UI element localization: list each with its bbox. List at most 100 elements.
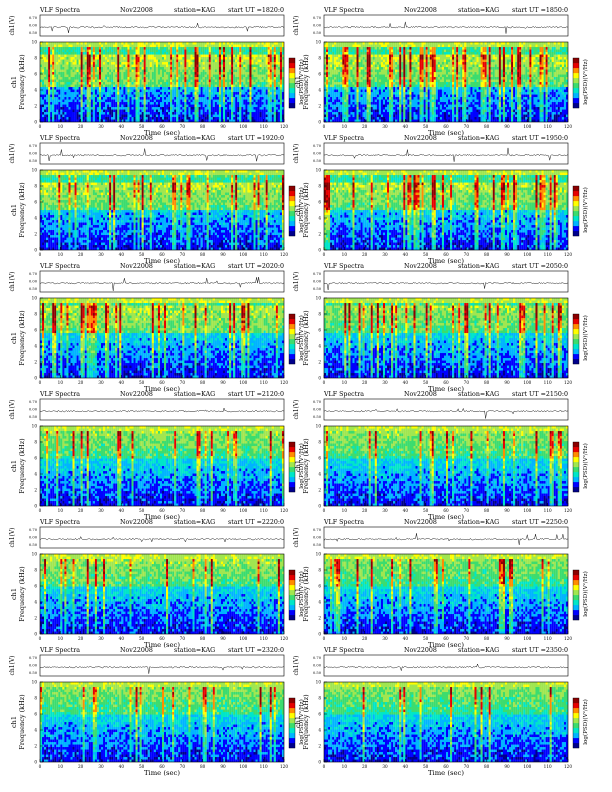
spectrogram-cell: [254, 112, 256, 115]
spectrogram-cell: [77, 120, 79, 123]
spectrogram-cell: [89, 105, 91, 108]
spectrogram-cell: [97, 115, 99, 118]
spectrogram-cell: [193, 92, 195, 95]
spectrogram-cell: [146, 105, 148, 108]
spectrogram-cell: [46, 102, 48, 105]
spectrogram-cell: [87, 72, 89, 75]
spectrogram-cell: [87, 92, 89, 95]
spectrogram-cell: [95, 115, 97, 118]
spectrogram-cell: [56, 85, 58, 88]
spectrogram-cell: [237, 95, 239, 98]
spectrogram-cell: [101, 107, 103, 110]
spectrogram-cell: [101, 72, 103, 75]
spectrogram-cell: [249, 97, 251, 100]
spectrogram-cell: [119, 105, 121, 108]
spectrogram-cell: [251, 95, 253, 98]
spectrogram-cell: [109, 95, 111, 98]
spectrogram-cell: [148, 72, 150, 75]
spectrogram-cell: [247, 110, 249, 113]
spectrogram-cell: [270, 87, 272, 90]
spectrogram-cell: [205, 120, 207, 123]
spectrogram-cell: [138, 95, 140, 98]
spectrogram-cell: [176, 70, 178, 73]
spectrogram-cell: [93, 100, 95, 103]
spectrogram-cell: [152, 97, 154, 100]
spectrogram-cell: [233, 80, 235, 83]
spectrogram-cell: [58, 90, 60, 93]
spectrogram-cell: [235, 72, 237, 75]
spectrogram-cell: [237, 112, 239, 115]
spectrogram-cell: [156, 70, 158, 73]
spectrogram-cell: [276, 72, 278, 75]
spectrogram-cell: [217, 77, 219, 80]
spectrogram-cell: [162, 102, 164, 105]
spectrogram-cell: [117, 117, 119, 120]
spectrogram-cell: [97, 67, 99, 70]
spectrogram-cell: [160, 115, 162, 118]
spectrogram-cell: [199, 90, 201, 93]
spectrogram-cell: [223, 100, 225, 103]
spectrogram-cell: [68, 92, 70, 95]
spectrogram-cell: [276, 112, 278, 115]
spectrogram-cell: [129, 112, 131, 115]
spectrogram-cell: [140, 117, 142, 120]
spectrogram-cell: [274, 77, 276, 80]
spectrogram-cell: [81, 67, 83, 70]
spectrogram-cell: [280, 105, 282, 108]
spectrogram-cell: [52, 90, 54, 93]
spectrogram-cell: [268, 120, 270, 123]
spectrogram-cell: [142, 110, 144, 113]
spectrogram-cell: [134, 72, 136, 75]
spectrogram-cell: [223, 102, 225, 105]
spectrogram-cell: [83, 112, 85, 115]
spectrogram-cell: [58, 70, 60, 73]
spectrogram-cell: [256, 112, 258, 115]
spectrogram-cell: [229, 85, 231, 88]
spectrogram-cell: [99, 90, 101, 93]
spectrogram-cell: [99, 77, 101, 80]
spectrogram-cell: [64, 80, 66, 83]
spectrogram-cell: [262, 77, 264, 80]
spectrogram-cell: [119, 75, 121, 78]
spectrogram-cell: [105, 100, 107, 103]
spectrogram-cell: [93, 75, 95, 78]
spectrogram-cell: [213, 75, 215, 78]
spectrogram-cell: [276, 102, 278, 105]
spectrogram-cell: [58, 67, 60, 70]
spectrogram-cell: [162, 112, 164, 115]
spectrogram-cell: [144, 67, 146, 70]
spectrogram-cell: [225, 70, 227, 73]
spectrogram-cell: [71, 102, 73, 105]
spectrogram-cell: [166, 75, 168, 78]
spectrogram-cell: [213, 85, 215, 88]
spectrogram-cell: [113, 80, 115, 83]
spectrogram-cell: [180, 92, 182, 95]
spectrogram-cell: [225, 100, 227, 103]
spectrogram-cell: [87, 100, 89, 103]
spectrogram-cell: [109, 115, 111, 118]
spectrogram-cell: [93, 77, 95, 80]
spectrogram-cell: [223, 82, 225, 85]
spectrogram-cell: [172, 75, 174, 78]
spectrogram-cell: [127, 77, 129, 80]
spectrogram-cell: [93, 120, 95, 123]
spectrogram-cell: [243, 100, 245, 103]
spectrogram-cell: [146, 97, 148, 100]
spectrogram-cell: [223, 115, 225, 118]
spectrogram-cell: [172, 110, 174, 113]
spectrogram-cell: [54, 87, 56, 90]
spectrogram-cell: [262, 107, 264, 110]
spectrogram-cell: [190, 110, 192, 113]
spectrogram-cell: [42, 80, 44, 83]
spectrogram-cell: [144, 72, 146, 75]
spectrogram-cell: [99, 82, 101, 85]
spectrogram-cell: [237, 77, 239, 80]
spectrogram-cell: [172, 115, 174, 118]
spectrogram-cell: [142, 90, 144, 93]
spectrogram-cell: [75, 75, 77, 78]
spectrogram-cell: [231, 97, 233, 100]
spectrogram-cell: [140, 92, 142, 95]
spectrogram-cell: [40, 110, 42, 113]
spectrogram-cell: [193, 90, 195, 93]
spectrogram-cell: [249, 120, 251, 123]
